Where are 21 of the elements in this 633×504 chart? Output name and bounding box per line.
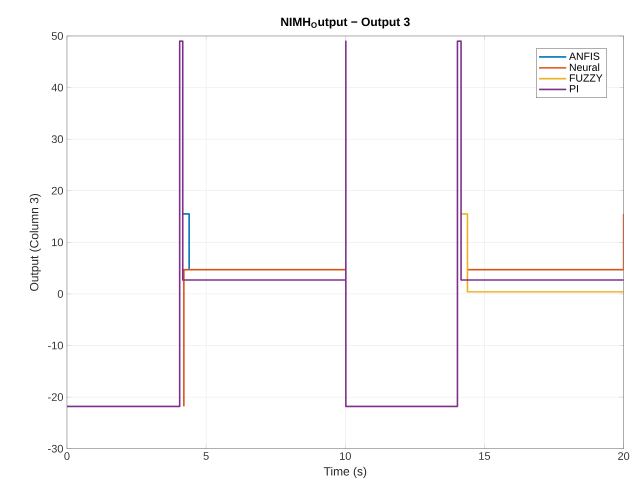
y-tick-label: 30 [52, 135, 63, 144]
y-tick-label: -20 [48, 393, 63, 402]
y-axis-title: Output (Column 3) [30, 194, 41, 292]
legend-label: FUZZY [570, 74, 602, 82]
legend-label: PI [570, 85, 578, 92]
y-tick-label: -10 [48, 342, 63, 350]
y-tick-label: 20 [52, 187, 63, 195]
legend-label: Neural [570, 63, 600, 72]
x-axis-title: Time (s) [324, 466, 366, 478]
x-tick-label: 15 [479, 452, 490, 460]
y-tick-label: 50 [52, 32, 63, 40]
chart-title: NIMH$_{O}$utput − Output 3 [281, 18, 410, 29]
x-tick-label: 20 [618, 452, 630, 460]
x-tick-label: 0 [64, 452, 70, 460]
y-tick-label: 10 [52, 238, 63, 246]
y-tick-label: -30 [48, 445, 63, 453]
y-tick-label: 40 [52, 84, 63, 92]
legend-label: ANFIS [569, 52, 600, 60]
x-tick-label: 10 [340, 452, 351, 460]
y-tick-label: 0 [58, 290, 63, 298]
x-tick-label: 5 [204, 452, 209, 460]
